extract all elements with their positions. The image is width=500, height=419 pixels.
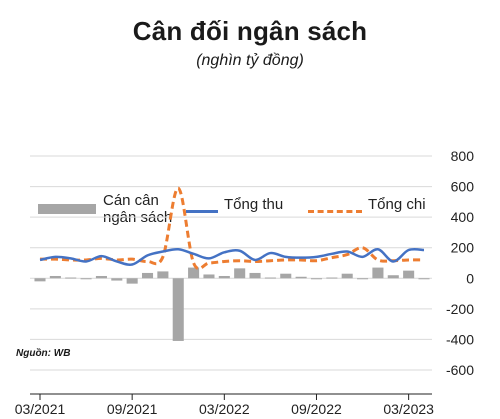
bar-balance [280, 273, 292, 279]
bar-balance [418, 278, 430, 280]
legend-expenditure-label: Tổng chi [368, 196, 426, 213]
bar-balance [203, 274, 215, 279]
bar-balance [264, 277, 276, 279]
x-tick-label: 03/2022 [199, 401, 250, 417]
y-tick-label: 600 [451, 179, 475, 195]
y-tick-label: -600 [446, 362, 474, 378]
y-tick-label: 800 [451, 148, 475, 164]
bar-balance [326, 277, 338, 279]
bar-balance [249, 272, 261, 279]
bar-balance [157, 271, 169, 279]
y-tick-label: 0 [466, 270, 474, 286]
bar-balance [218, 275, 230, 279]
bar-balance [95, 275, 107, 279]
x-tick-label: 09/2021 [107, 401, 158, 417]
bar-balance [357, 278, 369, 280]
line-revenue [39, 247, 425, 266]
legend: Cán cân ngân sách Tổng thu Tổng chi [0, 96, 500, 226]
legend-expenditure-swatch [308, 210, 362, 213]
x-tick-label: 03/2023 [383, 401, 434, 417]
bar-balance [372, 267, 384, 279]
bar-balance [49, 275, 61, 279]
x-tick-label: 09/2022 [291, 401, 342, 417]
y-tick-label: -400 [446, 331, 474, 347]
bar-balance [188, 267, 200, 279]
x-tick-label: 03/2021 [15, 401, 66, 417]
legend-balance-swatch [38, 204, 96, 214]
bar-balance [65, 277, 77, 279]
bar-balance [111, 278, 123, 281]
bar-balance [34, 278, 46, 282]
bar-balance [80, 278, 92, 280]
bar-balance [126, 278, 138, 284]
y-tick-label: 400 [451, 209, 475, 225]
source-note: Nguồn: WB [16, 348, 71, 359]
y-tick-label: -200 [446, 301, 474, 317]
y-tick-label: 200 [451, 240, 475, 256]
chart-title: Cân đối ngân sách [132, 16, 368, 46]
bar-balance [295, 276, 307, 279]
bar-balance [341, 273, 353, 279]
legend-revenue-swatch [186, 210, 218, 213]
chart-subtitle: (nghìn tỷ đồng) [196, 52, 304, 69]
bar-balance [387, 275, 399, 279]
bar-balance [234, 268, 246, 279]
bar-balance [172, 278, 184, 341]
bar-balance [310, 278, 323, 280]
bar-balance [141, 272, 154, 279]
legend-revenue-label: Tổng thu [224, 196, 284, 213]
bar-balance [403, 270, 415, 279]
